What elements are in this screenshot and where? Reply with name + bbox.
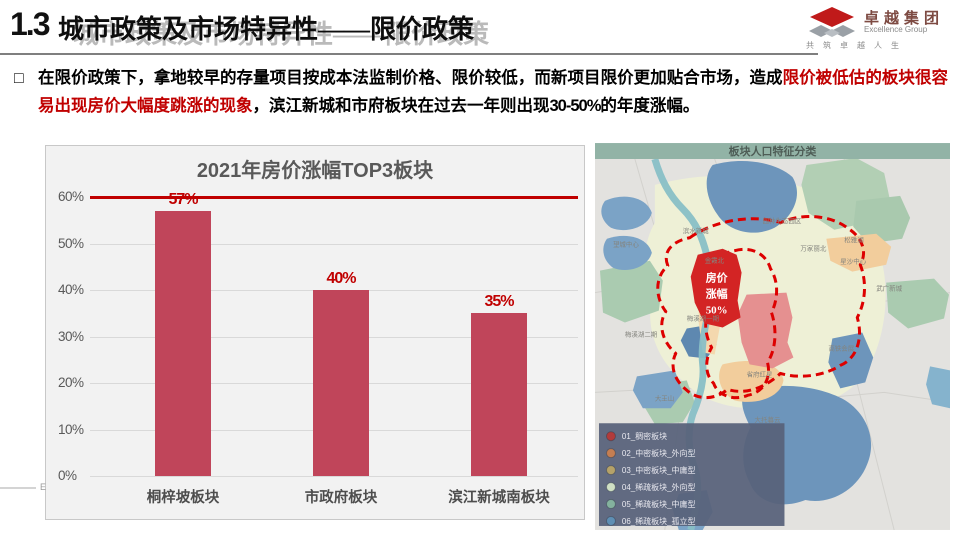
- legend-label: 04_稀疏板块_外向型: [622, 482, 696, 492]
- logo-company-name-en: Excellence Group: [864, 25, 928, 34]
- map-district-label: 武广新城: [876, 284, 902, 293]
- bullet-square-icon: □: [14, 70, 24, 87]
- company-logo: 卓越集团 Excellence Group 共筑卓越人生: [802, 4, 952, 52]
- map-district-label: 金霞北: [705, 256, 725, 265]
- annotation-line2: 涨幅: [706, 287, 728, 301]
- stray-mark: E: [40, 482, 47, 492]
- map-region-green-songyahu: [853, 195, 911, 244]
- page-title-shadow: 城市政策及市场特异性——限价政策: [73, 20, 490, 49]
- map-region-red-center: [737, 292, 794, 369]
- gridline: [90, 476, 578, 477]
- legend-label: 05_稀疏板块_中庸型: [622, 499, 696, 509]
- map-district-label: 园林生态园区: [763, 216, 802, 225]
- x-axis-category-label: 市政府板块: [304, 490, 378, 506]
- map-legend: 01_稠密板块 02_中密板块_外向型 03_中密板块_中庸型 04_稀疏板块_外向型…: [598, 423, 785, 526]
- legend-dot-icon: [605, 499, 616, 510]
- map-district-label: 松雅湖: [844, 235, 863, 244]
- intro-seg2-highlight: 限价被低估的板块很容易出现房价大幅度跳涨的现象: [38, 68, 949, 116]
- legend-dot-icon: [605, 431, 616, 442]
- y-axis-tick: 40%: [58, 282, 84, 297]
- map-district-label: 省府红星: [747, 369, 773, 378]
- legend-dot-icon: [605, 448, 616, 459]
- intro-seg3: ，滨江新城和市府板块在过去一年则出现: [252, 96, 550, 116]
- x-axis-category-label: 桐梓坡板块: [146, 490, 220, 506]
- map-title-bar: [595, 143, 950, 159]
- gridline: [90, 243, 578, 245]
- highlight-line: [90, 196, 578, 199]
- y-axis-tick: 10%: [58, 421, 84, 437]
- population-map-panel: 房价 涨幅 50% 望城中心 滨水新城金霞北 园林生态园区万家丽北 松雅湖星沙中心武广…: [595, 143, 950, 530]
- y-axis-tick: 60%: [58, 189, 84, 204]
- map-region-blue-east-tongue: [828, 332, 874, 389]
- legend-dot-icon: [605, 515, 616, 526]
- map-region-blue-southwest: [632, 370, 683, 409]
- map-district-label: 大王山: [655, 393, 674, 402]
- plot-area: 0% 10% 20% 30% 40% 50% 60% 57% 桐梓坡板块 40% 市政府板块 35% 滨…: [46, 146, 584, 519]
- y-axis-tick: 20%: [58, 375, 84, 390]
- y-axis-tick: 0%: [58, 468, 77, 483]
- bar-3: [471, 313, 527, 476]
- map-region-green-east: [886, 278, 950, 329]
- logo-slogan: 共筑卓越人生: [806, 41, 908, 50]
- y-axis-tick: 50%: [58, 235, 84, 251]
- map-outer-dashed-ring: [656, 215, 866, 400]
- bar-value-label: 40%: [326, 270, 356, 287]
- logo-diamond-icon: [809, 7, 855, 37]
- intro-growth-range: 30-50%: [549, 97, 602, 116]
- page-title-text: 城市政策及市场特异性——限价政策: [58, 15, 475, 44]
- map-region-blue-wangcheng: [603, 235, 652, 270]
- map-district-label: 梅溪湖一期: [687, 314, 719, 323]
- map-title: 板块人口特征分类: [729, 144, 818, 158]
- bar-value-label: 35%: [484, 293, 514, 311]
- legend-label: 02_中密板块_外向型: [622, 448, 696, 458]
- map-district-label: 星沙中心: [840, 257, 866, 266]
- legend-dot-icon: [605, 482, 616, 493]
- map-district-label: 高铁会展: [828, 343, 854, 352]
- legend-label: 03_中密板块_中庸型: [622, 465, 696, 475]
- logo-company-name: 卓越集团: [864, 11, 945, 27]
- map-district-label: 万家丽北: [800, 244, 826, 253]
- map-district-label: 梅溪湖二期: [625, 330, 657, 339]
- intro-seg5: 的年度涨幅。: [600, 96, 700, 116]
- map-region-blue-north: [706, 160, 797, 233]
- stray-line: [0, 487, 36, 489]
- x-axis-category-label: 滨江新城南板块: [448, 490, 550, 506]
- map-region-blue-east-lake: [926, 366, 950, 409]
- map-region-blue-northwest: [601, 196, 652, 231]
- price-growth-chart-panel: 2021年房价涨幅TOP3板块 0% 10% 20% 30% 40% 50% 60% 57% 桐…: [45, 145, 585, 520]
- map-district-label: 大托暮云: [755, 415, 781, 424]
- annotation-line3: 50%: [706, 305, 728, 317]
- intro-seg1: 在限价政策下，拿地较早的存量项目按成本法监制价格、限价较低，而新项目限价更加贴合…: [38, 68, 783, 87]
- map-annotation-region: [690, 248, 742, 328]
- legend-label: 06_稀疏板块_孤立型: [622, 516, 696, 526]
- legend-dot-icon: [605, 465, 616, 476]
- map-district-label: 滨水新城: [683, 226, 709, 235]
- legend-label: 01_稠密板块: [622, 431, 667, 441]
- map-district-label: 望城中心: [613, 240, 639, 249]
- legend-background: [598, 423, 785, 526]
- header-divider: [0, 53, 818, 55]
- annotation-line1: 房价: [706, 271, 729, 285]
- bar-2: [313, 290, 369, 476]
- bar-value-label: 57%: [168, 190, 198, 208]
- map-region-green-west: [599, 260, 663, 323]
- y-axis-tick: 30%: [58, 328, 84, 344]
- map-region-orange-xingsha: [826, 233, 892, 272]
- intro-paragraph: □ 在限价政策下，拿地较早的存量项目按成本法监制价格、限价较低，而新项目限价更加贴…: [14, 64, 948, 120]
- bar-1: [155, 210, 211, 476]
- section-number: 1.3: [10, 6, 51, 42]
- chart-title: 2021年房价涨幅TOP3板块: [196, 160, 434, 182]
